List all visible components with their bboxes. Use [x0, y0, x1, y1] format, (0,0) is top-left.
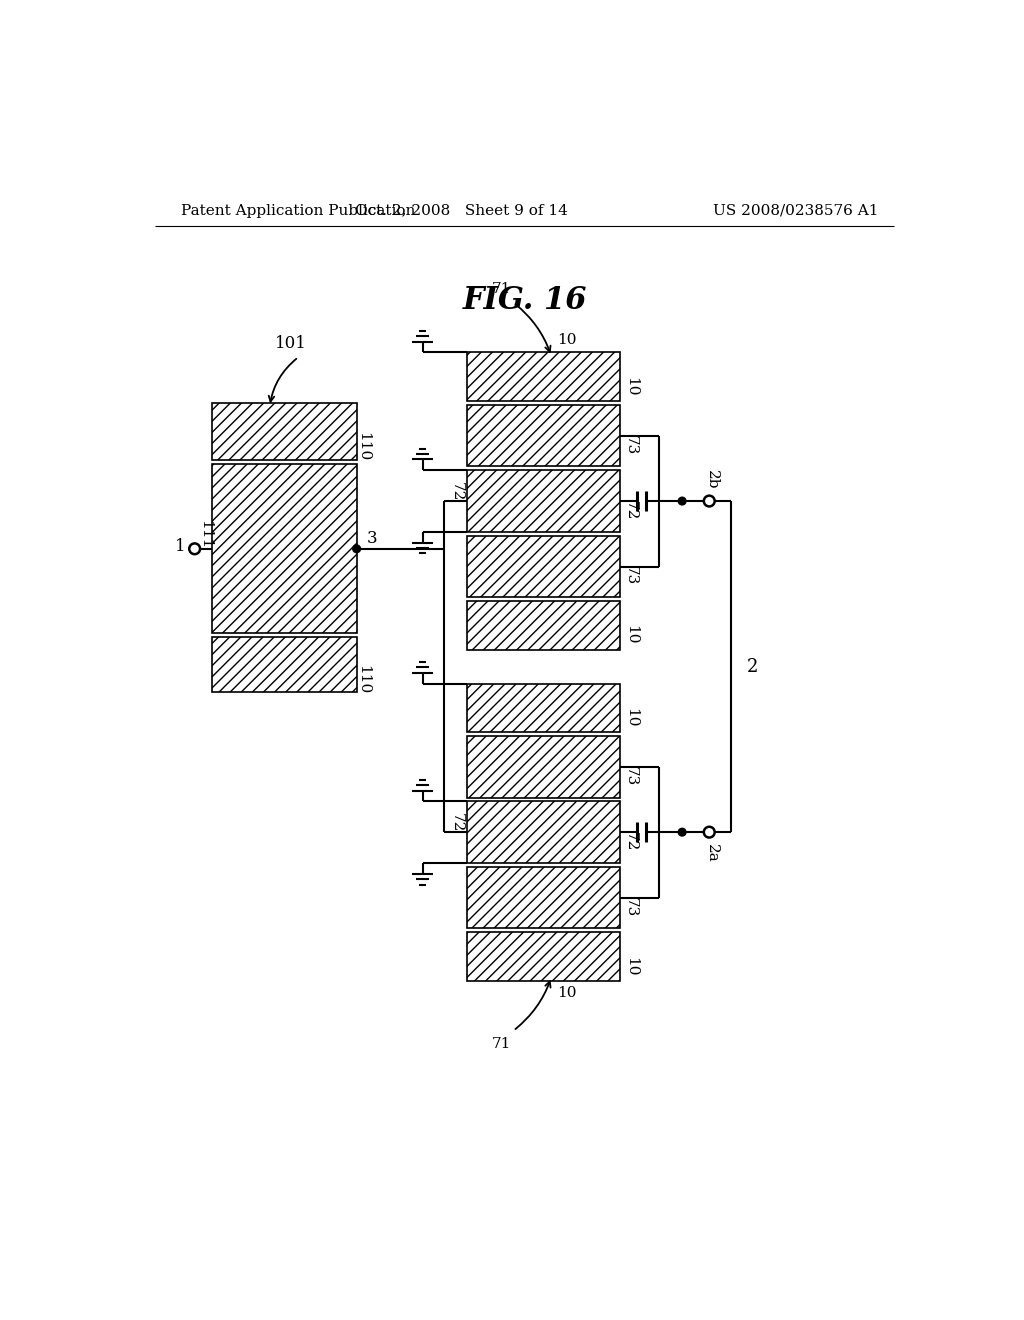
Text: 110: 110 — [355, 665, 370, 694]
Bar — [467, 536, 621, 597]
Text: 73: 73 — [624, 566, 638, 586]
Bar — [467, 405, 621, 466]
Text: 110: 110 — [355, 432, 370, 461]
Text: Patent Application Publication: Patent Application Publication — [180, 203, 415, 218]
Text: 2a: 2a — [706, 845, 719, 863]
Text: 72: 72 — [624, 502, 638, 520]
Circle shape — [703, 826, 715, 837]
Text: 101: 101 — [274, 335, 306, 351]
Text: US 2008/0238576 A1: US 2008/0238576 A1 — [714, 203, 879, 218]
Text: 71: 71 — [492, 1038, 511, 1051]
Text: 2b: 2b — [706, 470, 719, 490]
Text: Oct. 2, 2008   Sheet 9 of 14: Oct. 2, 2008 Sheet 9 of 14 — [354, 203, 567, 218]
Bar — [467, 867, 621, 928]
Text: 73: 73 — [624, 436, 638, 455]
Bar — [212, 638, 356, 692]
Text: 72: 72 — [450, 482, 464, 502]
Text: 72: 72 — [624, 832, 638, 851]
Bar — [212, 404, 356, 461]
Text: 10: 10 — [624, 708, 638, 727]
Text: 10: 10 — [624, 626, 638, 645]
Text: 2: 2 — [746, 657, 758, 676]
Bar — [212, 465, 356, 634]
Circle shape — [703, 496, 715, 507]
Bar — [467, 352, 621, 401]
Text: FIG. 16: FIG. 16 — [463, 285, 587, 317]
Text: 10: 10 — [624, 376, 638, 396]
Circle shape — [189, 544, 200, 554]
Text: 1: 1 — [175, 539, 185, 554]
Bar — [467, 801, 621, 863]
Text: 10: 10 — [557, 333, 577, 347]
Circle shape — [678, 498, 686, 506]
Bar — [467, 601, 621, 649]
Bar — [467, 737, 621, 797]
Text: 3: 3 — [367, 529, 378, 546]
Text: 71: 71 — [492, 282, 511, 296]
Bar — [467, 684, 621, 733]
Bar — [467, 932, 621, 981]
Text: 73: 73 — [624, 767, 638, 785]
Text: 111: 111 — [199, 520, 213, 549]
Circle shape — [352, 545, 360, 553]
Text: 73: 73 — [624, 898, 638, 917]
Text: 10: 10 — [624, 957, 638, 975]
Circle shape — [678, 829, 686, 836]
Bar — [467, 470, 621, 532]
Text: 10: 10 — [557, 986, 577, 1001]
Text: 72: 72 — [450, 813, 464, 832]
